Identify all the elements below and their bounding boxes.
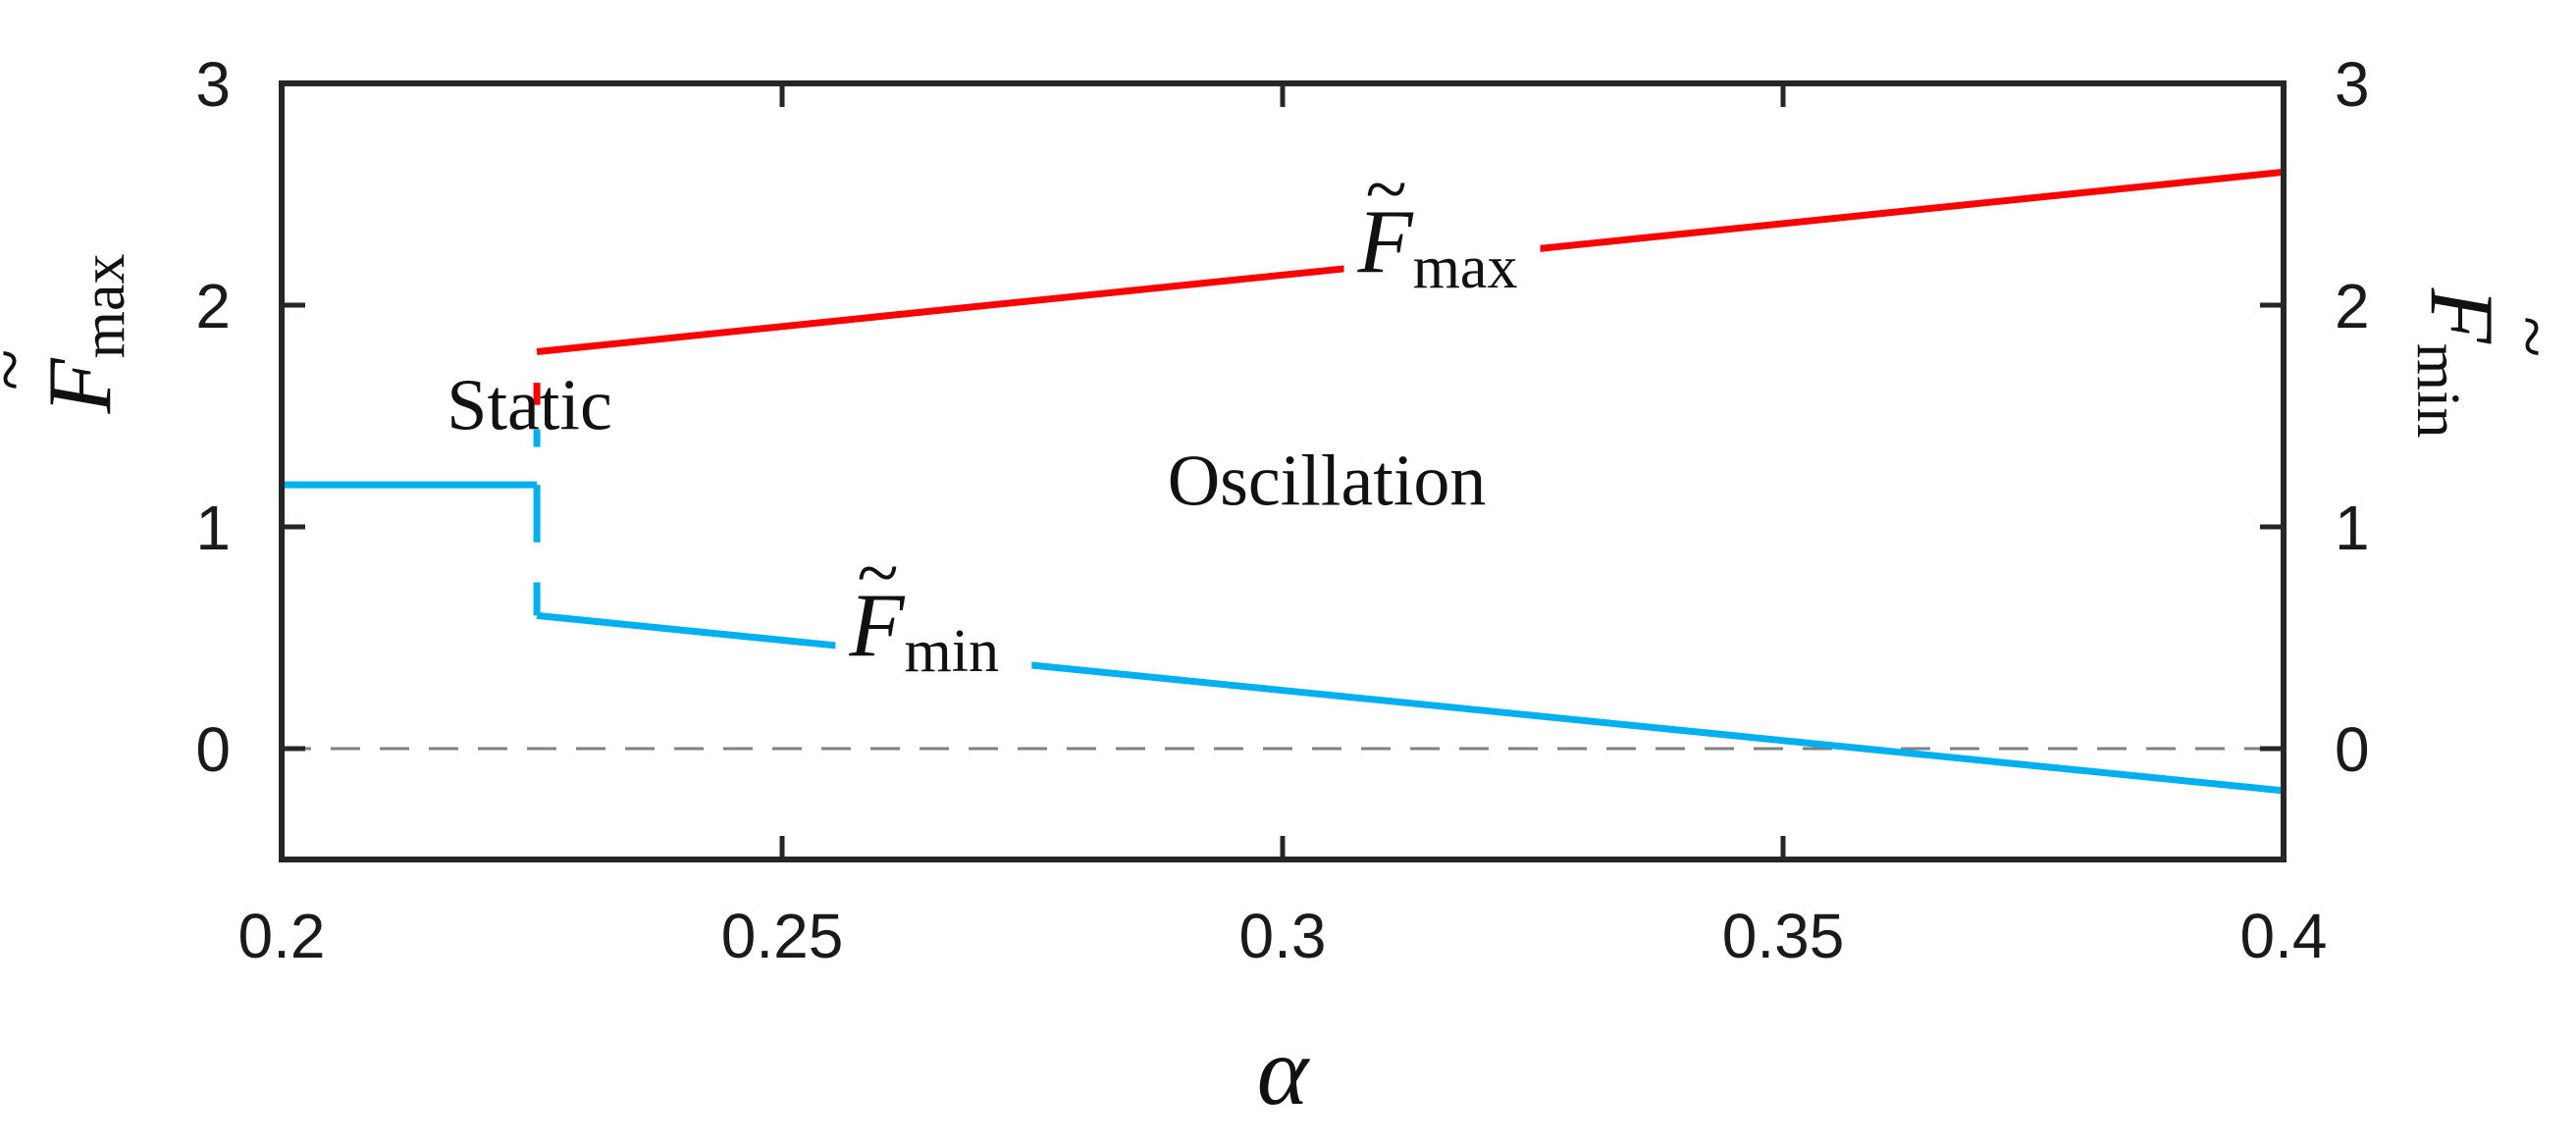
x-axis-label: α (1257, 1016, 1311, 1125)
y-axis-label-left-symbol: F (29, 357, 130, 414)
annotation-f-max-label: Fmax (1357, 191, 1518, 301)
x-tick-label: 0.25 (721, 901, 844, 971)
annotation-f-min-subscript: min (905, 618, 999, 685)
y-tick-label-right: 3 (2335, 49, 2370, 120)
annotation-f-min-symbol: F (848, 575, 905, 675)
annotation-f-max-symbol: F (1357, 191, 1414, 291)
annotation-f-max: Fmax~ (1343, 146, 1541, 304)
annotation-f-max-backdrop (1343, 176, 1541, 304)
x-tick-label: 0.35 (1722, 901, 1845, 971)
annotation-f-min-accent: ~ (857, 530, 898, 615)
y-tick-label-right: 0 (2335, 714, 2370, 785)
x-tick-label: 0.2 (238, 901, 326, 971)
annotation-f-min: Fmin~ (835, 530, 1032, 688)
y-axis-label-right: Fmin ~ (2404, 287, 2575, 439)
y-axis-label-right-subscript: min (2404, 343, 2471, 438)
y-tick-label-left: 2 (195, 271, 231, 341)
series-f-min-segment (536, 611, 2284, 795)
y-axis-label-left-accent: ~ (0, 349, 52, 390)
y-tick-label-left: 3 (195, 49, 231, 120)
annotation-static: Static (447, 366, 612, 446)
annotation-f-max-accent: ~ (1366, 146, 1407, 232)
y-axis-label-right-accent: ~ (2490, 316, 2575, 357)
annotation-f-min-backdrop (835, 559, 1032, 688)
annotation-f-max-subscript: max (1413, 234, 1518, 301)
ticks-layer: 0.2 0.25 0.3 0.35 0.4 0 0 1 1 2 2 3 3 (195, 49, 2369, 971)
y-axis-label-left-subscript: max (71, 254, 137, 359)
y-tick-label-left: 1 (195, 493, 231, 563)
y-axis-label-left: Fmax ~ (0, 254, 137, 415)
y-axis-label-right-symbol: F (2412, 287, 2512, 344)
y-tick-label-right: 2 (2335, 271, 2370, 341)
annotation-f-min-label: Fmin (848, 575, 999, 685)
svg-text:Fmax: Fmax (29, 254, 137, 415)
svg-text:Fmin: Fmin (2404, 287, 2512, 439)
x-tick-label: 0.3 (1239, 901, 1327, 971)
y-tick-label-right: 1 (2335, 493, 2370, 563)
annotation-oscillation: Oscillation (1168, 441, 1487, 521)
x-tick-label: 0.4 (2240, 901, 2328, 971)
y-tick-label-left: 0 (195, 714, 231, 785)
